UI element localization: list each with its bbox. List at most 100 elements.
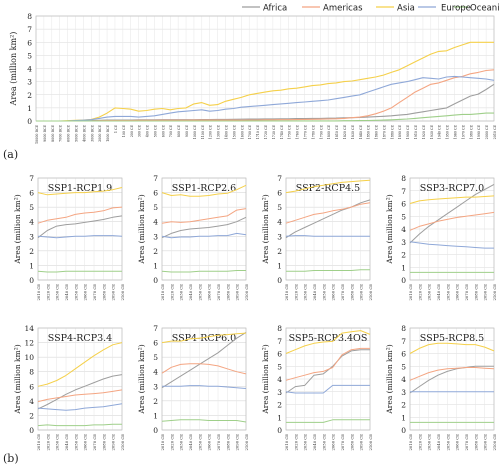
legend-label-oceania: Oceania	[470, 4, 500, 14]
x-tick-label: 2100 CE	[368, 284, 373, 301]
x-tick-label: 2090 CE	[111, 434, 116, 451]
y-tick-label: 8	[29, 368, 34, 377]
x-tick-label: 2100 CE	[120, 434, 125, 451]
x-tick-label: 2070 CE	[92, 434, 97, 451]
y-tick-label: 2	[277, 401, 282, 410]
series-line-europe	[285, 384, 370, 394]
x-tick-label: 2050 CE	[445, 434, 450, 451]
y-tick-label: 3	[401, 238, 406, 247]
x-tick-label: 2060 CE	[455, 434, 460, 451]
x-tick-label: 700 CE	[169, 124, 173, 137]
x-tick-label: 2040 CE	[188, 434, 193, 451]
figure-label-a: (a)	[3, 148, 18, 161]
y-tick-label: 4	[153, 368, 158, 377]
x-tick-label: 1730 CE	[272, 124, 276, 139]
x-tick-label: 2080 CE	[225, 284, 230, 301]
y-tick-label: 1	[277, 413, 282, 422]
x-tick-label: 1910 CE	[414, 124, 418, 139]
x-tick-label: 2080 CE	[225, 434, 230, 451]
x-tick-label: 2070 CE	[464, 284, 469, 301]
panel-title: SSP2-RCP4.5	[296, 183, 360, 194]
series-line-asia	[161, 184, 247, 197]
x-tick-label: 1700 CE	[248, 124, 252, 139]
y-axis-label: Area (million km²)	[385, 194, 394, 264]
series-line-oceania	[161, 270, 246, 273]
x-tick-label: 4000 BCE	[82, 124, 86, 141]
plot-area	[409, 327, 495, 431]
x-tick-label: 2010 CE	[408, 284, 413, 301]
plot-area	[37, 177, 123, 281]
x-tick-label: 1710 CE	[256, 124, 260, 139]
series-line-americas	[161, 363, 247, 375]
series-line-europe	[37, 403, 123, 411]
y-tick-label: 7	[153, 174, 158, 183]
x-tick-label: 2050 CE	[321, 284, 326, 301]
chart-panel-b1: 0 1 2 3 4 5 6 7 2010 CE 2020 CE 2030 CE 2040 CE 2050…	[13, 174, 125, 301]
x-tick-label: 2010 CE	[493, 124, 497, 139]
y-tick-label: 0	[153, 426, 158, 435]
series-line-asia	[36, 41, 494, 122]
y-tick-label: 1	[401, 413, 406, 422]
x-tick-label: 2070 CE	[216, 434, 221, 451]
y-tick-label: 8	[27, 12, 32, 21]
series-line-europe	[162, 385, 247, 389]
y-axis-label: Area (million km²)	[13, 344, 22, 414]
x-tick-label: 1 CE	[114, 124, 118, 133]
x-tick-label: 900 CE	[185, 124, 189, 137]
x-tick-label: 2020 CE	[293, 434, 298, 451]
y-tick-label: 0	[29, 426, 34, 435]
x-tick-label: 2010 CE	[408, 434, 413, 451]
x-tick-label: 2040 CE	[436, 284, 441, 301]
series-line-americas	[37, 389, 123, 403]
x-tick-label: 2010 CE	[36, 284, 41, 301]
x-tick-label: 2070 CE	[92, 284, 97, 301]
y-tick-label: 2	[401, 251, 406, 260]
x-tick-label: 1870 CE	[382, 124, 386, 139]
x-tick-label: 5000 BCE	[74, 124, 78, 141]
x-tick-label: 2060 CE	[83, 284, 88, 301]
x-tick-label: 2070 CE	[340, 434, 345, 451]
x-tick-label: 2080 CE	[349, 284, 354, 301]
y-axis-label: Area (million km²)	[137, 344, 146, 414]
x-tick-label: 2100 CE	[492, 284, 497, 301]
series-line-oceania	[37, 423, 122, 427]
x-tick-label: 2070 CE	[340, 284, 345, 301]
x-tick-label: 2050 CE	[73, 284, 78, 301]
y-tick-label: 2	[153, 397, 158, 406]
x-tick-label: 2060 CE	[207, 284, 212, 301]
y-tick-label: 1	[153, 411, 158, 420]
y-tick-label: 3	[277, 388, 282, 397]
series-line-africa	[37, 215, 123, 239]
x-tick-label: 2060 CE	[331, 284, 336, 301]
y-tick-label: 4	[29, 218, 34, 227]
plot-area	[285, 177, 371, 281]
x-tick-label: 1200 CE	[209, 124, 213, 139]
x-tick-label: 1780 CE	[311, 124, 315, 139]
chart-panel-b5: 0 2 4 6 8 10 12 14 2010 CE 2020 CE 2030 CE 2040 CE 2…	[13, 324, 125, 451]
x-tick-label: 2020 CE	[45, 284, 50, 301]
y-tick-label: 6	[277, 350, 282, 359]
x-tick-label: 1810 CE	[335, 124, 339, 139]
series-line-americas	[285, 202, 371, 224]
series-line-europe	[37, 235, 123, 239]
y-axis-label: Area (million km²)	[9, 32, 18, 107]
series-line-americas	[37, 206, 123, 224]
x-tick-label: 2040 CE	[188, 284, 193, 301]
series-line-africa	[161, 331, 247, 389]
x-tick-label: 2010 CE	[160, 434, 165, 451]
y-tick-label: 7	[153, 324, 158, 333]
series-line-americas	[409, 211, 495, 231]
y-tick-label: 4	[277, 375, 282, 384]
x-tick-label: 1840 CE	[359, 124, 363, 139]
x-tick-label: 2050 CE	[197, 434, 202, 451]
y-tick-label: 0	[153, 276, 158, 285]
y-axis-label: Area (million km²)	[137, 194, 146, 264]
y-tick-label: 6	[27, 38, 32, 47]
x-tick-label: 2030 CE	[427, 434, 432, 451]
legend-label-europe: Europe	[441, 4, 471, 14]
legend-label-asia: Asia	[397, 4, 415, 14]
x-tick-label: 1820 CE	[343, 124, 347, 139]
x-tick-label: 1740 CE	[280, 124, 284, 139]
panel-title: SSP1-RCP1.9	[48, 183, 112, 194]
